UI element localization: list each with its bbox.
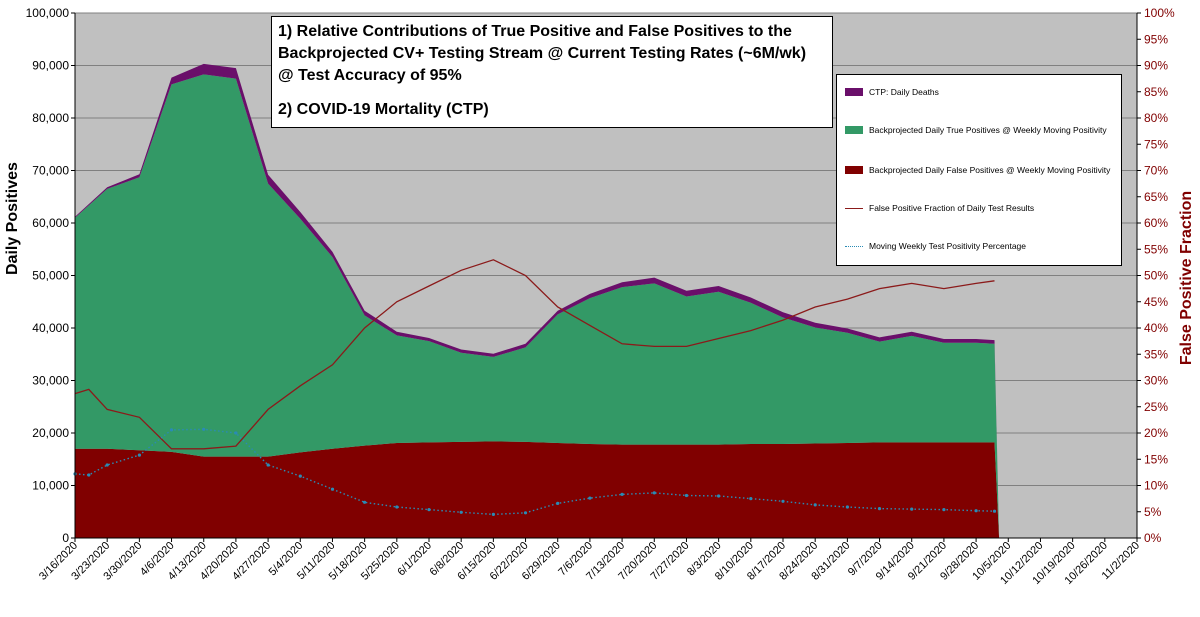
y-axis-left-ticks: 0 10,000 20,000 30,000 40,000 50,000 60,000 70,… [26,6,75,545]
y2-tick-label: 55% [1144,242,1168,256]
title-line-3: @ Test Accuracy of 95% [278,67,462,84]
y2-tick-label: 30% [1144,374,1168,388]
legend-line-fp-fraction [845,207,863,209]
positivity-point [684,493,689,498]
area-true-positives [75,74,1000,539]
legend-item-false-positives: Backprojected Daily False Positives @ We… [845,163,1110,177]
y2-tick-label: 5% [1144,505,1162,519]
positivity-point [202,427,206,431]
legend: CTP: Daily Deaths Backprojected Daily Tr… [836,74,1122,266]
y2-tick-label: 75% [1144,137,1168,151]
positivity-point [620,492,624,496]
y2-tick-label: 60% [1144,216,1168,230]
positivity-point [330,487,335,491]
positivity-point [588,496,592,500]
title-line-1: 1) Relative Contributions of True Positi… [278,23,792,40]
y-axis-right-label: False Positive Fraction [1178,191,1195,365]
y-tick-label: 100,000 [26,6,70,20]
legend-item-deaths: CTP: Daily Deaths [845,85,939,99]
y2-tick-label: 65% [1144,190,1168,204]
positivity-point [234,431,238,435]
y2-tick-label: 70% [1144,164,1168,178]
area-false-positives [75,441,1000,538]
positivity-point [942,508,946,512]
y2-tick-label: 50% [1144,269,1168,283]
legend-swatch-false-positives [845,166,863,174]
legend-swatch-deaths [845,88,863,96]
chart-title: 1) Relative Contributions of True Positi… [271,16,833,128]
positivity-point [266,463,270,467]
positivity-point [556,501,560,505]
line-false-positive-fraction [74,259,995,450]
legend-label-deaths: CTP: Daily Deaths [869,87,939,97]
legend-label-true-positives: Backprojected Daily True Positives @ Wee… [869,125,1107,135]
title-line-4: 2) COVID-19 Mortality (CTP) [278,101,489,118]
legend-label-positivity: Moving Weekly Test Positivity Percentage [869,241,1027,251]
y-tick-label: 30,000 [32,374,69,388]
y-tick-label: 60,000 [32,216,69,230]
positivity-point [992,509,997,513]
y2-tick-label: 35% [1144,347,1168,361]
positivity-point [652,491,656,495]
x-axis-ticks: 3/16/20203/23/20203/30/20204/6/20204/13/… [37,538,1142,587]
series-lines [73,259,997,517]
y-tick-label: 50,000 [32,269,69,283]
positivity-point [845,505,850,509]
positivity-point [910,507,914,511]
y-tick-label: 80,000 [32,111,69,125]
y2-tick-label: 40% [1144,321,1168,335]
positivity-point [137,453,141,457]
positivity-point [105,463,109,467]
title-line-2: Backprojected CV+ Testing Stream @ Curre… [278,45,807,62]
legend-item-positivity: Moving Weekly Test Positivity Percentage [845,239,1026,253]
positivity-point [813,503,817,507]
legend-item-true-positives: Backprojected Daily True Positives @ Wee… [845,123,1107,137]
y2-tick-label: 20% [1144,426,1168,440]
y2-tick-label: 80% [1144,111,1168,125]
positivity-point [749,497,753,501]
y2-tick-label: 15% [1144,452,1168,466]
x-tick-label: 6/1/2020 [395,540,434,579]
y2-tick-label: 85% [1144,85,1168,99]
legend-swatch-true-positives [845,126,863,134]
positivity-point [363,500,367,504]
y-axis-left-label: Daily Positives [4,162,21,275]
positivity-point [491,512,495,517]
positivity-point [169,428,174,432]
legend-line-positivity [845,245,863,247]
y2-tick-label: 25% [1144,400,1168,414]
y-tick-label: 70,000 [32,164,69,178]
y2-tick-label: 45% [1144,295,1168,309]
y-tick-label: 40,000 [32,321,69,335]
positivity-point [427,508,431,512]
stacked-areas [75,63,1000,539]
legend-label-false-positives: Backprojected Daily False Positives @ We… [869,165,1111,175]
positivity-point [877,507,882,511]
positivity-point [459,510,463,514]
positivity-point [974,509,978,513]
y-tick-label: 10,000 [32,479,69,493]
y-tick-label: 20,000 [32,426,69,440]
y2-tick-label: 90% [1144,59,1168,73]
positivity-point [781,499,785,503]
legend-label-fp-fraction: False Positive Fraction of Daily Test Re… [869,203,1035,213]
y2-tick-label: 10% [1144,479,1168,493]
positivity-point [523,511,528,515]
y2-tick-label: 95% [1144,32,1168,46]
legend-item-fp-fraction: False Positive Fraction of Daily Test Re… [845,201,1034,215]
y-axis-right-ticks: 0% 5% 10% 15% 20% 25% 30% 35% 40% 45% 50% 55% 60% 65%… [1137,6,1175,545]
y2-tick-label: 0% [1144,531,1162,545]
y2-tick-label: 100% [1144,6,1175,20]
positivity-point [395,505,399,509]
positivity-point [717,494,721,498]
positivity-point [87,473,91,477]
y-tick-label: 90,000 [32,59,69,73]
y-tick-label: 0 [62,531,69,545]
positivity-point [298,474,302,478]
